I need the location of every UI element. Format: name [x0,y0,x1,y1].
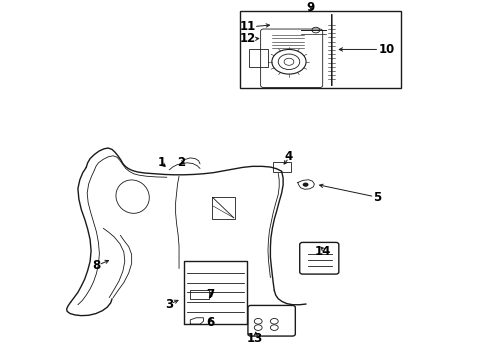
Text: 12: 12 [239,32,256,45]
Text: 5: 5 [373,191,381,204]
Text: 14: 14 [315,246,331,258]
Bar [190,289,209,300]
Text: 7: 7 [207,288,215,301]
Text: 10: 10 [379,43,395,56]
Text: 2: 2 [177,156,186,168]
Text: 11: 11 [239,20,256,33]
Text: 8: 8 [92,260,100,273]
Text: 6: 6 [207,316,215,329]
Text: 1: 1 [158,156,166,168]
Text: 9: 9 [307,1,315,14]
Bar [249,49,269,67]
Text: 4: 4 [285,150,293,163]
Text: 13: 13 [246,332,263,345]
Bar [240,11,401,88]
Circle shape [303,183,309,187]
Text: 3: 3 [165,298,173,311]
Bar [273,162,291,172]
